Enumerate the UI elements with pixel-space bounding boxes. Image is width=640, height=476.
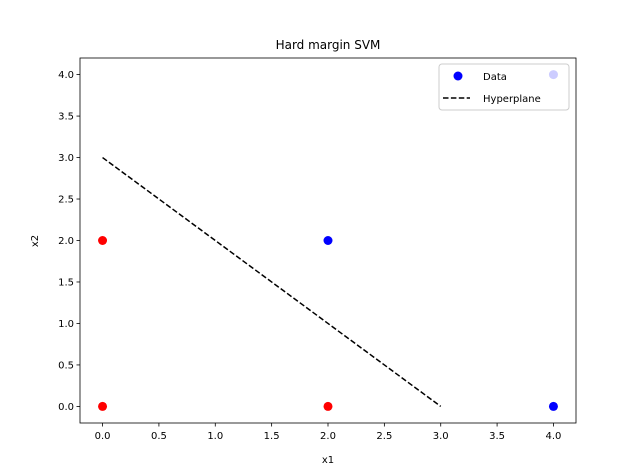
x-tick-label: 2.0	[320, 431, 336, 442]
x-tick-label: 1.5	[264, 431, 280, 442]
y-tick-label: 1.5	[58, 277, 74, 288]
data-point	[323, 401, 333, 411]
x-tick-label: 0.5	[151, 431, 167, 442]
legend-hyperplane-label: Hyperplane	[483, 94, 541, 105]
x-tick-label: 3.5	[489, 431, 505, 442]
y-tick-label: 0.0	[58, 402, 74, 413]
x-tick-label: 2.5	[376, 431, 392, 442]
y-tick-label: 0.5	[58, 360, 74, 371]
y-axis: 0.0 0.5 1.0 1.5 2.0 2.5 3.0 3.5 4.0	[58, 70, 80, 413]
legend-data-label: Data	[483, 72, 507, 83]
x-tick-label: 1.0	[207, 431, 223, 442]
y-tick-label: 3.5	[58, 112, 74, 123]
y-axis-label: x2	[30, 235, 41, 247]
y-tick-label: 3.0	[58, 153, 74, 164]
y-tick-label: 2.0	[58, 236, 74, 247]
data-point	[98, 401, 108, 411]
data-point	[323, 236, 333, 245]
data-point	[548, 401, 558, 411]
y-tick-label: 4.0	[58, 70, 74, 81]
chart-title: Hard margin SVM	[276, 38, 381, 52]
x-tick-label: 4.0	[546, 431, 562, 442]
legend-box	[438, 63, 570, 111]
y-tick-label: 2.5	[58, 195, 74, 206]
legend: Data Hyperplane	[438, 63, 570, 111]
legend-data-marker	[453, 71, 463, 81]
y-tick-label: 1.0	[58, 319, 74, 330]
x-axis-label: x1	[322, 455, 334, 466]
x-tick-label: 3.0	[433, 431, 449, 442]
data-point	[98, 236, 108, 245]
hyperplane-line	[102, 156, 442, 408]
x-tick-label: 0.0	[95, 431, 111, 442]
x-axis: 0.0 0.5 1.0 1.5 2.0 2.5 3.0 3.5 4.0	[95, 423, 562, 442]
